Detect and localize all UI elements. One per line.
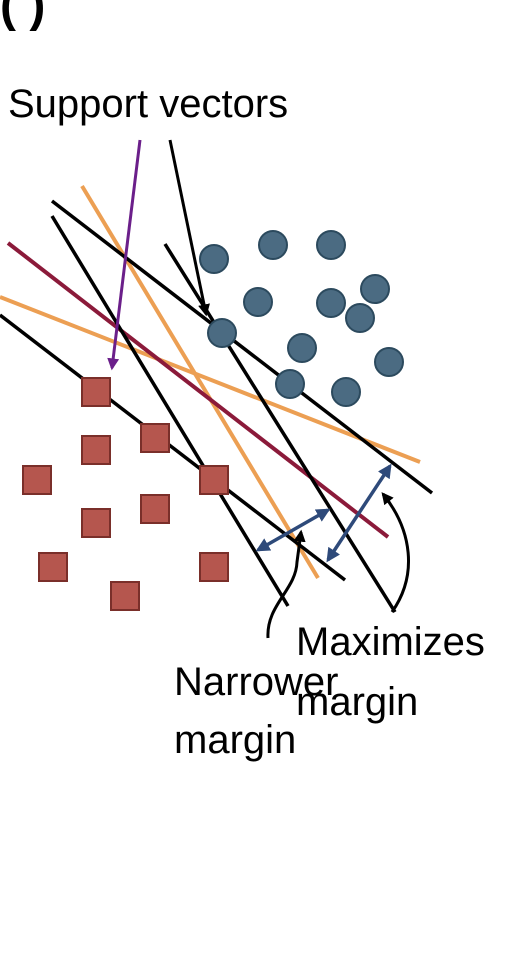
square-points (22, 377, 229, 611)
square-point (81, 435, 111, 465)
circle-point (207, 318, 237, 348)
maximizes-label-line1: Maximizes (296, 620, 485, 664)
square-point (140, 494, 170, 524)
wide-margin-arrow (326, 463, 392, 563)
maximizes-label-line2: margin (296, 680, 419, 724)
maroon-hyperplane (6, 241, 390, 539)
circle-point (275, 369, 305, 399)
support-vector-arrow-purple (107, 139, 142, 371)
circle-point (360, 274, 390, 304)
circle-point (243, 287, 273, 317)
narrow-margin-arrow (255, 508, 331, 552)
circle-point (258, 230, 288, 260)
support-vector-arrow-black (168, 139, 210, 317)
narrower-label-line1: Narrower (174, 660, 339, 704)
narrower-pointer-arrow (266, 529, 306, 639)
square-point (140, 423, 170, 453)
circle-point (374, 347, 404, 377)
circle-point (316, 288, 346, 318)
square-point (22, 465, 52, 495)
circle-point (199, 244, 229, 274)
circle-point (345, 303, 375, 333)
square-point (199, 465, 229, 495)
circle-point (316, 230, 346, 260)
orange-hyperplane-1 (0, 295, 421, 464)
square-point (38, 552, 68, 582)
title-fragment: ( ) (0, 0, 46, 32)
maximizes-pointer-arrow (381, 492, 410, 613)
circle-point (287, 333, 317, 363)
square-point (199, 552, 229, 582)
black-line-margin-top (50, 199, 434, 495)
square-point (81, 377, 111, 407)
narrower-label-line2: margin (174, 718, 297, 762)
square-point (110, 581, 140, 611)
black-line-narrow-1 (50, 215, 290, 607)
circle-point (331, 377, 361, 407)
support-vectors-label: Support vectors (8, 82, 289, 126)
circle-points (199, 230, 404, 407)
square-point (81, 508, 111, 538)
